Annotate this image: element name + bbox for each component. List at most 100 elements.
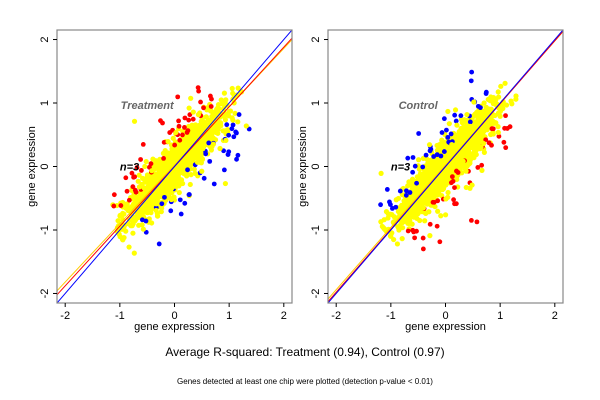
data-point [199, 168, 205, 174]
panel-control: -2 -1 0 1 2 -2 -1 0 1 2 gene expression gene expres… [297, 29, 564, 333]
outlier-point [450, 178, 456, 184]
y-tick-label: -1 [39, 225, 51, 235]
data-point [420, 205, 426, 211]
outlier-point [427, 148, 433, 154]
outlier-point [159, 201, 165, 207]
data-point [495, 129, 501, 136]
data-point [438, 213, 444, 219]
data-point [449, 142, 455, 148]
outlier-point [118, 203, 124, 208]
n-annotation: n=3 [391, 162, 410, 174]
outlier-point [182, 200, 188, 206]
data-point [378, 219, 384, 225]
fit-line [57, 30, 292, 303]
data-point [148, 175, 154, 181]
outlier-point [130, 184, 136, 190]
data-point [140, 175, 146, 181]
outlier-point [221, 167, 227, 173]
data-point [186, 105, 192, 111]
data-point [232, 110, 238, 116]
data-point [221, 90, 228, 96]
data-point [498, 83, 504, 89]
data-point [154, 213, 161, 219]
data-point [176, 189, 182, 196]
data-point [208, 128, 215, 134]
y-axis-label: gene expression [297, 126, 309, 207]
data-point [435, 208, 441, 214]
outlier-point [226, 132, 232, 138]
outlier-point [427, 221, 433, 227]
data-point [502, 80, 508, 86]
data-point [458, 139, 464, 145]
data-point [190, 137, 196, 143]
y-tick-label: 1 [39, 100, 51, 106]
data-point [165, 138, 171, 145]
data-point [399, 225, 406, 231]
data-point [194, 159, 201, 165]
outlier-point [177, 137, 183, 143]
outlier-point [172, 142, 178, 148]
outlier-point [403, 192, 409, 198]
outlier-point [184, 130, 190, 135]
outlier-point [423, 152, 429, 158]
outlier-point [168, 208, 174, 214]
outlier-point [226, 149, 232, 155]
data-point [149, 220, 155, 226]
outlier-point [143, 218, 149, 224]
data-point [409, 221, 415, 227]
data-point [445, 189, 451, 196]
data-point [473, 143, 479, 149]
data-point [148, 210, 154, 216]
data-point [136, 172, 142, 178]
data-point [135, 178, 141, 184]
outlier-point [207, 158, 213, 164]
outlier-point [139, 168, 144, 173]
outlier-point [435, 198, 441, 204]
outlier-point [448, 131, 454, 137]
outlier-point [438, 153, 444, 159]
subtitle: Genes detected at least one chip were pl… [177, 377, 433, 386]
outlier-point [475, 103, 481, 109]
outlier-point [182, 115, 188, 121]
outlier-point [224, 122, 230, 128]
data-point [158, 184, 164, 190]
data-point [438, 181, 445, 187]
data-point [394, 241, 401, 247]
data-point [174, 174, 180, 180]
data-point [474, 109, 480, 115]
data-point [191, 166, 197, 172]
data-point [222, 112, 228, 118]
data-point [454, 122, 460, 128]
outlier-point [434, 223, 440, 229]
outlier-point [134, 165, 140, 170]
data-point [181, 143, 187, 149]
y-tick-label: 0 [310, 163, 322, 169]
data-point [207, 135, 213, 141]
y-axis-label: gene expression [26, 126, 38, 207]
data-point [174, 170, 180, 176]
outlier-point [483, 137, 489, 143]
outlier-point [129, 170, 135, 176]
outlier-point [439, 130, 445, 135]
data-point [399, 219, 406, 226]
data-point [478, 144, 484, 150]
data-point [150, 156, 156, 162]
data-point [399, 236, 405, 242]
data-point [407, 182, 414, 188]
data-point [230, 117, 236, 123]
main-title: Average R-squared: Treatment (0.94), Con… [165, 345, 444, 359]
outlier-point [140, 142, 146, 147]
outlier-point [187, 112, 193, 118]
data-point [426, 157, 432, 163]
outlier-point [162, 194, 167, 200]
data-point [417, 217, 423, 224]
data-point [452, 107, 459, 113]
outlier-point [412, 163, 418, 169]
data-point [419, 178, 425, 185]
outlier-point [452, 185, 457, 191]
outlier-point [437, 239, 443, 245]
outlier-point [468, 217, 474, 223]
data-point [190, 126, 197, 132]
data-point [445, 108, 451, 115]
